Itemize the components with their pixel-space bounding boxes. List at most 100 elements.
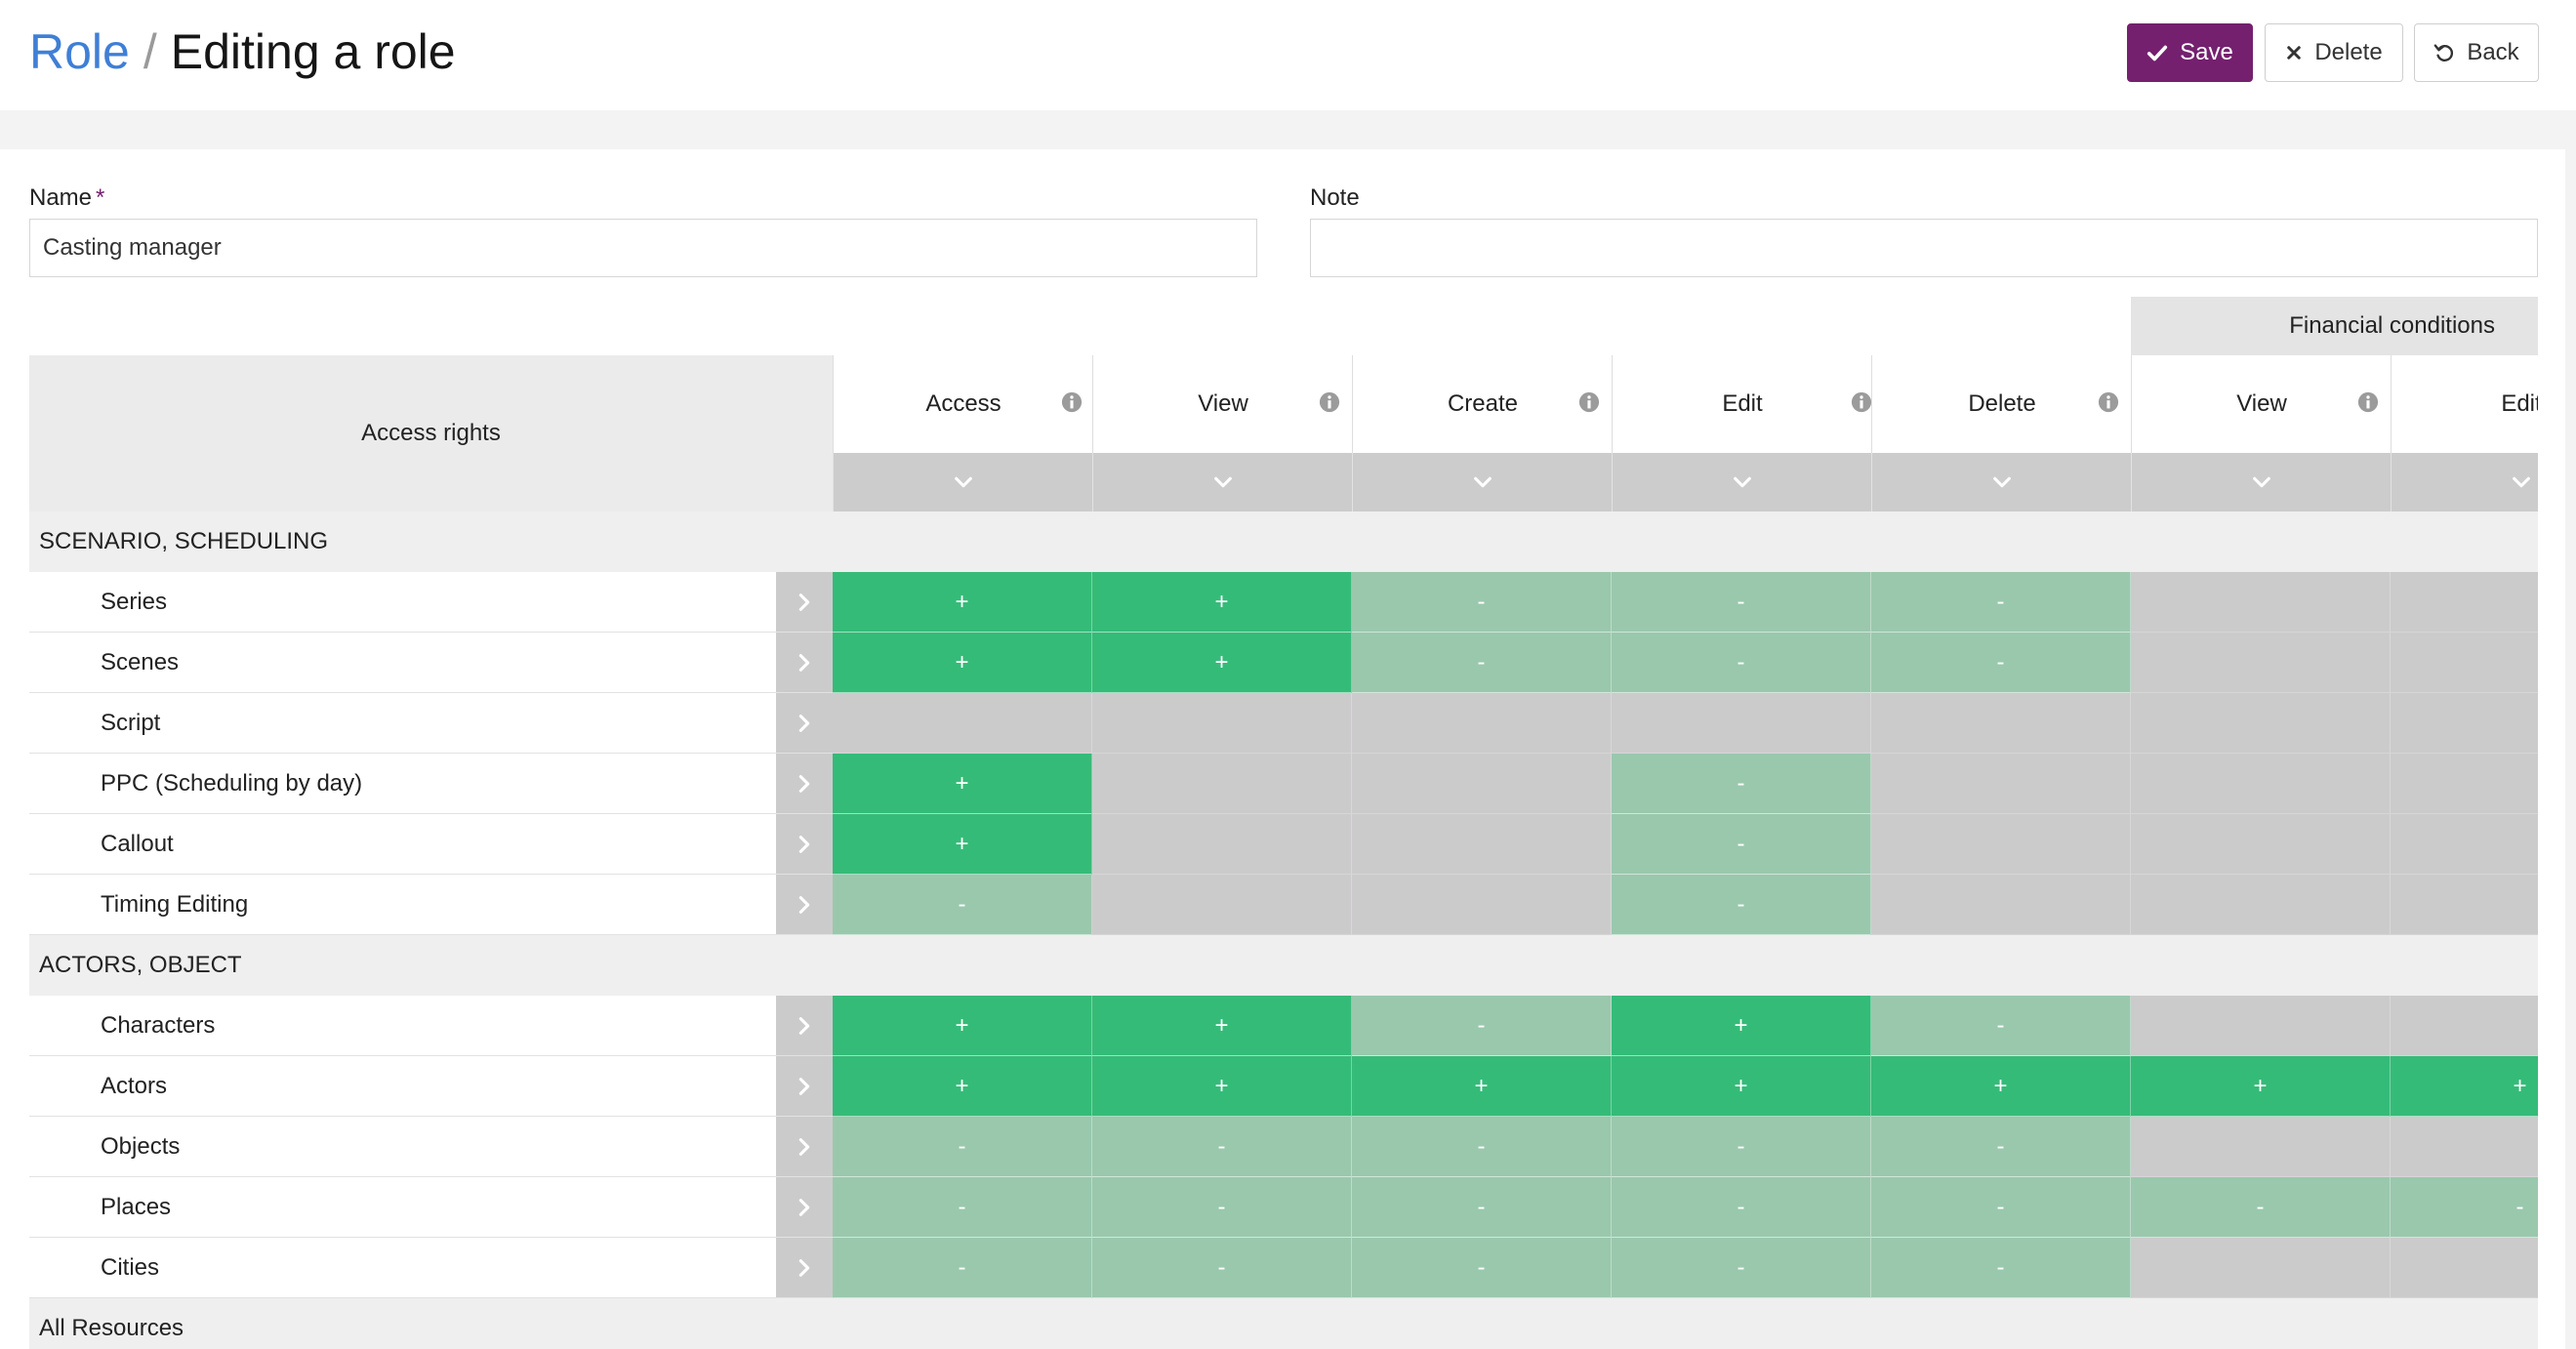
row-expand-button[interactable] <box>776 1117 833 1177</box>
permission-cell[interactable]: + <box>833 633 1092 693</box>
permission-cell[interactable]: - <box>1612 814 1871 875</box>
permission-cell[interactable] <box>2391 572 2538 633</box>
permission-cell[interactable]: - <box>1612 572 1871 633</box>
permission-cell[interactable]: - <box>833 1117 1092 1177</box>
permission-cell[interactable] <box>2131 1238 2391 1298</box>
permission-cell[interactable] <box>2391 633 2538 693</box>
permission-cell[interactable]: - <box>1612 754 1871 814</box>
permission-cell[interactable]: - <box>1352 1117 1612 1177</box>
permission-cell[interactable]: - <box>1092 1177 1352 1238</box>
permission-cell[interactable] <box>1092 693 1352 754</box>
permission-cell[interactable] <box>2391 1238 2538 1298</box>
row-expand-button[interactable] <box>776 754 833 814</box>
permission-cell[interactable] <box>2131 633 2391 693</box>
permission-cell[interactable]: + <box>833 1056 1092 1117</box>
permission-cell[interactable] <box>833 693 1092 754</box>
permission-cell[interactable]: + <box>2131 1056 2391 1117</box>
info-icon[interactable] <box>1578 391 1600 413</box>
column-bulk-toggle[interactable] <box>1352 453 1612 511</box>
row-expand-button[interactable] <box>776 1177 833 1238</box>
permission-cell[interactable]: - <box>1612 1238 1871 1298</box>
permission-cell[interactable] <box>1352 875 1612 935</box>
back-button[interactable]: Back <box>2414 23 2539 82</box>
permission-cell[interactable] <box>1352 693 1612 754</box>
permission-cell[interactable]: + <box>1092 996 1352 1056</box>
permission-cell[interactable]: - <box>1352 572 1612 633</box>
permission-cell[interactable]: - <box>1352 1238 1612 1298</box>
permission-cell[interactable]: + <box>2391 1056 2538 1117</box>
permission-cell[interactable] <box>2131 875 2391 935</box>
permission-cell[interactable] <box>2131 693 2391 754</box>
permission-cell[interactable]: - <box>1871 1238 2131 1298</box>
permission-cell[interactable]: + <box>833 572 1092 633</box>
permission-cell[interactable]: - <box>1612 1177 1871 1238</box>
permission-cell[interactable] <box>1871 693 2131 754</box>
info-icon[interactable] <box>1061 391 1083 413</box>
permission-cell[interactable]: - <box>1871 996 2131 1056</box>
permission-cell[interactable] <box>2131 996 2391 1056</box>
column-bulk-toggle[interactable] <box>1612 453 1871 511</box>
permission-cell[interactable]: - <box>1612 1117 1871 1177</box>
row-expand-button[interactable] <box>776 633 833 693</box>
row-expand-button[interactable] <box>776 1238 833 1298</box>
permission-cell[interactable] <box>2391 996 2538 1056</box>
column-bulk-toggle[interactable] <box>1092 453 1352 511</box>
row-expand-button[interactable] <box>776 996 833 1056</box>
permission-cell[interactable] <box>2131 572 2391 633</box>
permission-cell[interactable] <box>2391 693 2538 754</box>
permission-cell[interactable]: - <box>2131 1177 2391 1238</box>
row-expand-button[interactable] <box>776 1056 833 1117</box>
permission-cell[interactable]: + <box>1352 1056 1612 1117</box>
permission-cell[interactable] <box>2391 754 2538 814</box>
delete-button[interactable]: Delete <box>2265 23 2403 82</box>
permission-cell[interactable] <box>1612 693 1871 754</box>
permission-cell[interactable]: - <box>1352 1177 1612 1238</box>
permission-cell[interactable] <box>1092 875 1352 935</box>
permission-cell[interactable] <box>2391 814 2538 875</box>
permission-cell[interactable]: + <box>1612 996 1871 1056</box>
permission-cell[interactable]: - <box>1092 1117 1352 1177</box>
permission-cell[interactable]: - <box>833 875 1092 935</box>
save-button[interactable]: Save <box>2127 23 2253 82</box>
row-expand-button[interactable] <box>776 572 833 633</box>
permission-cell[interactable] <box>1871 754 2131 814</box>
permission-cell[interactable]: - <box>1871 1117 2131 1177</box>
permission-cell[interactable] <box>2131 754 2391 814</box>
permission-cell[interactable]: - <box>1871 1177 2131 1238</box>
permission-cell[interactable]: + <box>833 996 1092 1056</box>
permission-cell[interactable]: - <box>1871 572 2131 633</box>
permission-cell[interactable]: + <box>1871 1056 2131 1117</box>
permission-cell[interactable] <box>2391 1117 2538 1177</box>
info-icon[interactable] <box>2098 391 2119 413</box>
column-bulk-toggle[interactable] <box>2131 453 2391 511</box>
breadcrumb-role-link[interactable]: Role <box>29 24 130 79</box>
permission-cell[interactable] <box>1352 754 1612 814</box>
permission-cell[interactable] <box>1092 814 1352 875</box>
column-bulk-toggle[interactable] <box>2391 453 2538 511</box>
permission-cell[interactable]: - <box>1352 633 1612 693</box>
permission-cell[interactable]: - <box>1352 996 1612 1056</box>
permission-cell[interactable]: + <box>1092 633 1352 693</box>
permission-cell[interactable] <box>2131 1117 2391 1177</box>
permission-cell[interactable]: - <box>833 1177 1092 1238</box>
name-input[interactable]: Casting manager <box>29 219 1257 277</box>
info-icon[interactable] <box>2357 391 2379 413</box>
permission-cell[interactable] <box>1352 814 1612 875</box>
info-icon[interactable] <box>1851 391 1872 413</box>
permission-cell[interactable]: - <box>833 1238 1092 1298</box>
permission-cell[interactable]: - <box>1092 1238 1352 1298</box>
permission-cell[interactable]: + <box>1092 1056 1352 1117</box>
permission-cell[interactable]: + <box>1612 1056 1871 1117</box>
permission-cell[interactable]: - <box>1871 633 2131 693</box>
note-input[interactable] <box>1310 219 2538 277</box>
permission-cell[interactable] <box>2391 875 2538 935</box>
permission-cell[interactable]: - <box>1612 633 1871 693</box>
column-bulk-toggle[interactable] <box>833 453 1092 511</box>
row-expand-button[interactable] <box>776 693 833 754</box>
permission-cell[interactable]: + <box>833 814 1092 875</box>
column-bulk-toggle[interactable] <box>1871 453 2131 511</box>
info-icon[interactable] <box>1319 391 1340 413</box>
permission-cell[interactable] <box>1871 814 2131 875</box>
permission-cell[interactable]: + <box>1092 572 1352 633</box>
row-expand-button[interactable] <box>776 814 833 875</box>
